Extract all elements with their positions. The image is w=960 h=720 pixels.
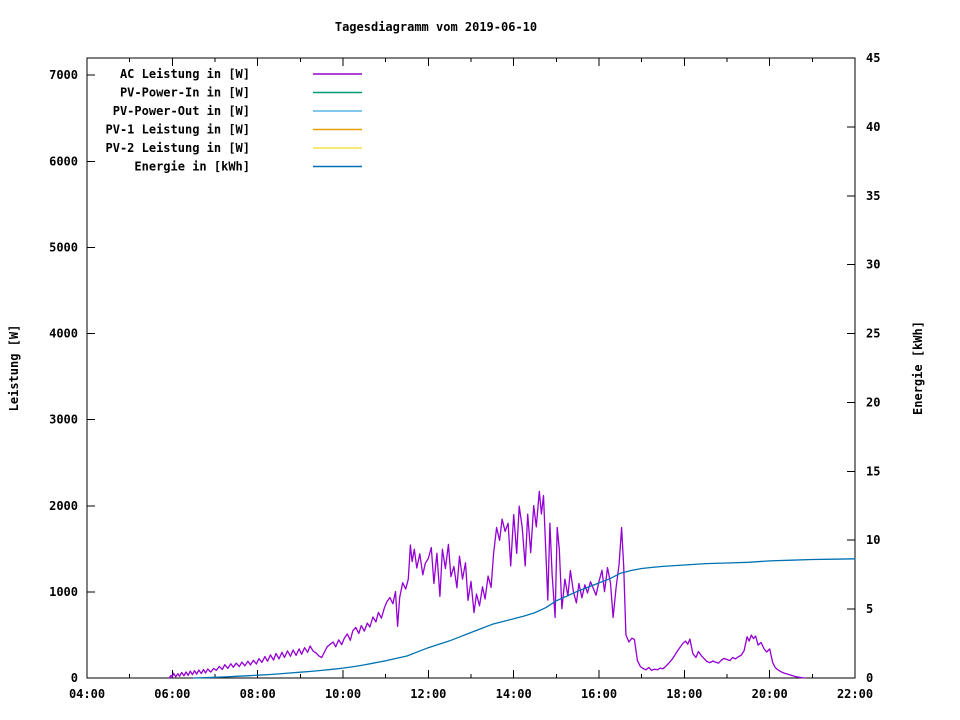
data-series	[168, 490, 856, 679]
chart-title: Tagesdiagramm vom 2019-06-10	[335, 20, 537, 34]
y2-tick-label: 10	[866, 533, 880, 547]
x-tick-label: 08:00	[240, 687, 276, 701]
x-tick-label: 10:00	[325, 687, 361, 701]
legend-label: AC Leistung in [W]	[120, 67, 250, 81]
series-energie-in-kwh-	[193, 558, 856, 679]
left-axis-label: Leistung [W]	[7, 325, 21, 412]
x-tick-label: 14:00	[496, 687, 532, 701]
right-axis-label: Energie [kWh]	[911, 321, 925, 415]
y2-tick-label: 40	[866, 120, 880, 134]
y2-tick-label: 15	[866, 464, 880, 478]
legend-label: PV-Power-Out in [W]	[113, 104, 250, 118]
y2-tick-label: 25	[866, 327, 880, 341]
y2-tick-label: 45	[866, 51, 880, 65]
chart-legend: AC Leistung in [W] PV-Power-In in [W] PV-P…	[106, 67, 362, 174]
x-tick-label: 18:00	[666, 687, 702, 701]
x-tick-label: 16:00	[581, 687, 617, 701]
y2-tick-label: 20	[866, 395, 880, 409]
y-tick-label: 1000	[49, 585, 78, 599]
x-tick-label: 20:00	[752, 687, 788, 701]
x-tick-label: 04:00	[69, 687, 105, 701]
y2-tick-label: 35	[866, 189, 880, 203]
y2-tick-label: 5	[866, 602, 873, 616]
legend-label: PV-Power-In in [W]	[120, 86, 250, 100]
y2-tick-label: 30	[866, 258, 880, 272]
legend-label: PV-1 Leistung in [W]	[106, 123, 251, 137]
y-tick-label: 6000	[49, 154, 78, 168]
axis-ticks	[86, 57, 856, 679]
legend-label: PV-2 Leistung in [W]	[106, 141, 251, 155]
x-tick-label: 06:00	[154, 687, 190, 701]
axis-tick-labels: 04:00 06:00 08:00 10:00 12:00 14:00 16:00 18:00…	[49, 51, 880, 701]
y2-tick-label: 0	[866, 671, 873, 685]
y-tick-label: 7000	[49, 68, 78, 82]
series-ac-leistung-in-w-	[168, 490, 806, 679]
y-tick-label: 4000	[49, 327, 78, 341]
x-tick-label: 12:00	[410, 687, 446, 701]
y-tick-label: 3000	[49, 413, 78, 427]
legend-label: Energie in [kWh]	[134, 160, 250, 174]
y-tick-label: 5000	[49, 240, 78, 254]
x-tick-label: 22:00	[837, 687, 873, 701]
y-tick-label: 2000	[49, 499, 78, 513]
y-tick-label: 0	[71, 671, 78, 685]
